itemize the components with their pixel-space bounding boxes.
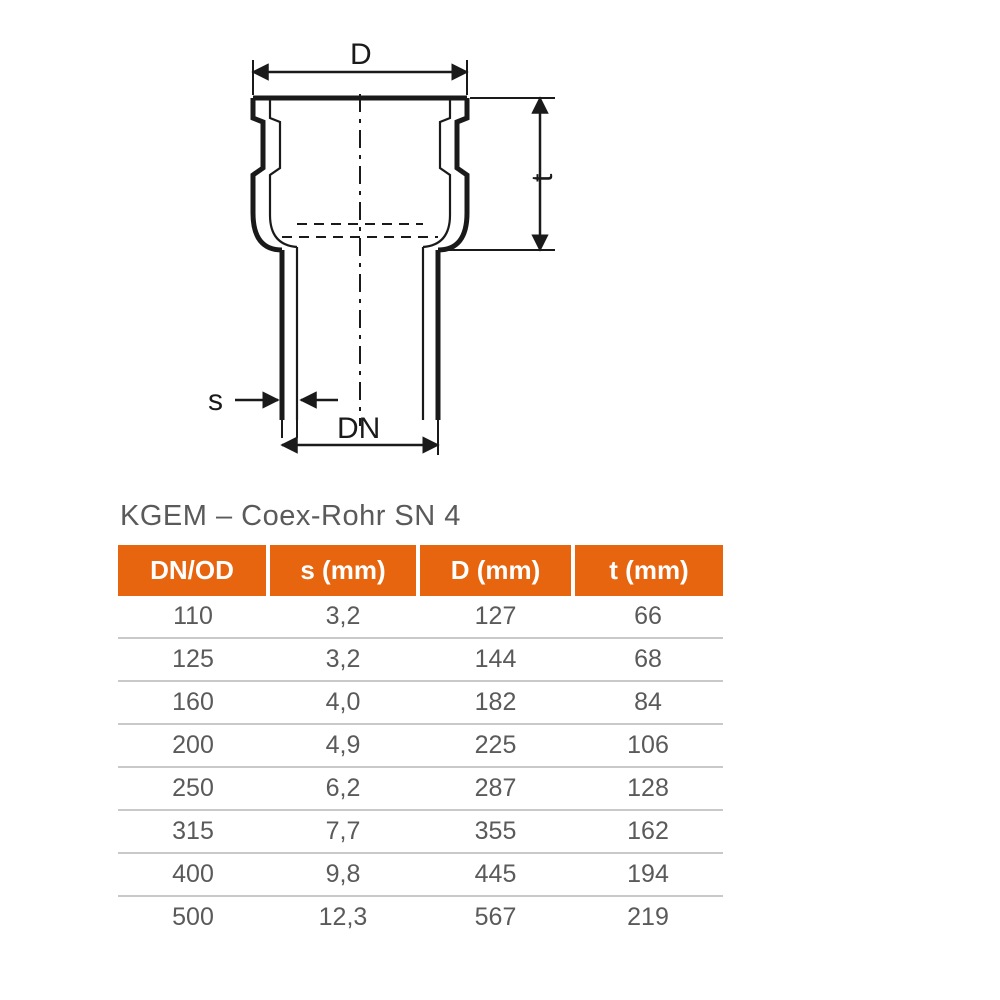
table-cell: 500	[118, 896, 268, 938]
table-cell: 287	[418, 767, 573, 810]
table-row: 3157,7355162	[118, 810, 723, 853]
svg-text:DN: DN	[337, 412, 380, 445]
table-header-row: DN/OD s (mm) D (mm) t (mm)	[118, 545, 723, 596]
table-cell: 200	[118, 724, 268, 767]
col-header-dn-od: DN/OD	[118, 545, 268, 596]
table-cell: 3,2	[268, 638, 418, 681]
table-cell: 127	[418, 596, 573, 638]
table-cell: 4,0	[268, 681, 418, 724]
table-cell: 7,7	[268, 810, 418, 853]
table-cell: 250	[118, 767, 268, 810]
svg-text:s: s	[208, 384, 223, 417]
table-cell: 6,2	[268, 767, 418, 810]
table-cell: 12,3	[268, 896, 418, 938]
table-row: 1103,212766	[118, 596, 723, 638]
table-cell: 106	[573, 724, 723, 767]
table-cell: 9,8	[268, 853, 418, 896]
table-row: 2004,9225106	[118, 724, 723, 767]
table-title: KGEM – Coex-Rohr SN 4	[120, 500, 461, 533]
table-cell: 125	[118, 638, 268, 681]
table-cell: 128	[573, 767, 723, 810]
table-cell: 66	[573, 596, 723, 638]
table-cell: 4,9	[268, 724, 418, 767]
table-cell: 144	[418, 638, 573, 681]
table-cell: 219	[573, 896, 723, 938]
spec-table: DN/OD s (mm) D (mm) t (mm) 1103,21276612…	[118, 545, 723, 938]
col-header-D: D (mm)	[418, 545, 573, 596]
svg-text:D: D	[350, 40, 372, 71]
table-cell: 182	[418, 681, 573, 724]
table-cell: 84	[573, 681, 723, 724]
table-row: 1604,018284	[118, 681, 723, 724]
table-cell: 3,2	[268, 596, 418, 638]
table-row: 4009,8445194	[118, 853, 723, 896]
col-header-t: t (mm)	[573, 545, 723, 596]
table-row: 50012,3567219	[118, 896, 723, 938]
table-cell: 400	[118, 853, 268, 896]
table-cell: 68	[573, 638, 723, 681]
table-cell: 225	[418, 724, 573, 767]
svg-text:t: t	[526, 173, 559, 182]
table-cell: 315	[118, 810, 268, 853]
col-header-s: s (mm)	[268, 545, 418, 596]
table-cell: 110	[118, 596, 268, 638]
table-cell: 194	[573, 853, 723, 896]
table-row: 2506,2287128	[118, 767, 723, 810]
table-cell: 162	[573, 810, 723, 853]
table-cell: 445	[418, 853, 573, 896]
table-cell: 567	[418, 896, 573, 938]
pipe-diagram: D t s DN	[140, 40, 640, 470]
table-cell: 355	[418, 810, 573, 853]
table-cell: 160	[118, 681, 268, 724]
table-row: 1253,214468	[118, 638, 723, 681]
